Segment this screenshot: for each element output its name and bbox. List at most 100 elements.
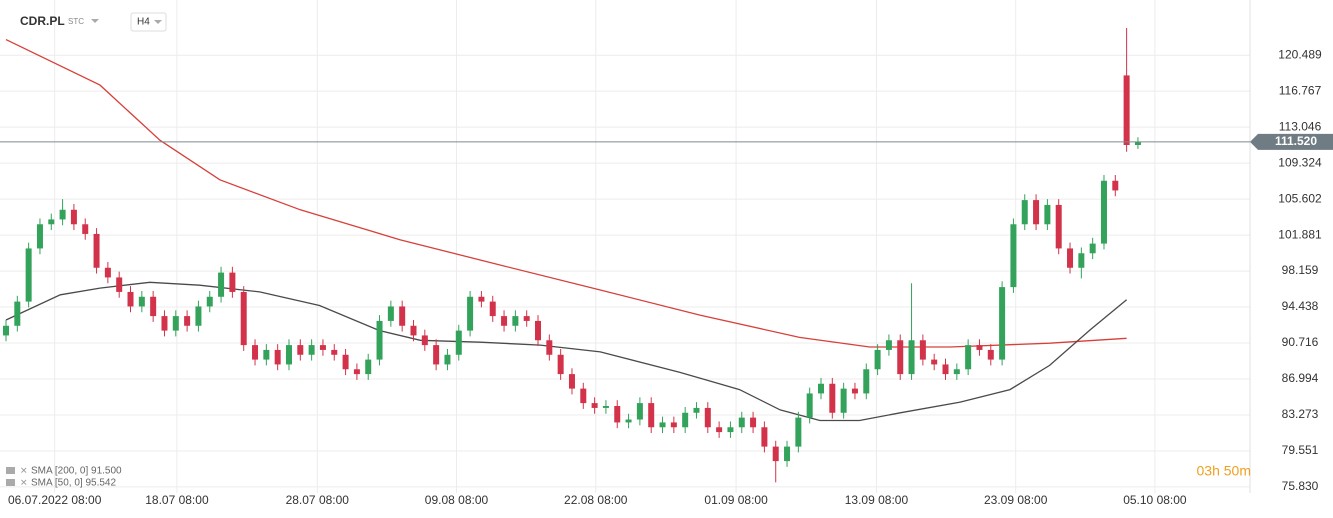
y-tick-label: 75.830 [1282,479,1319,493]
mode[interactable]: STC [68,17,84,26]
legend-entry: SMA [200, 0] 91.500 [31,466,122,477]
candle-body [1078,253,1085,268]
candle-body [670,422,677,428]
candle-body [829,383,836,413]
candle-body [376,320,383,360]
candle-body [546,340,553,355]
y-tick-label: 109.324 [1278,155,1322,169]
candle-body [795,417,802,447]
candle-body [2,325,9,336]
candle-body [1112,180,1119,191]
candle-body [82,224,89,234]
candle-body [14,301,21,326]
candle-body [1134,141,1141,145]
candle-body [195,306,202,326]
candle-body [761,427,768,447]
candle-body [693,407,700,413]
candle-body [421,335,428,346]
candle-body [863,369,870,394]
x-tick-label: 06.07.2022 08:00 [8,493,102,507]
candle-body [319,345,326,350]
dropdown-arrow[interactable] [154,20,162,24]
candle-body [512,316,519,326]
candle-body [999,287,1006,360]
candle-body [704,407,711,428]
candle-body [535,320,542,341]
candle-body [218,272,225,297]
candle-body [1123,75,1130,145]
legend-close: ✕ [20,465,28,475]
x-tick-label: 18.07 08:00 [145,493,209,507]
timer: 03h 50m [1197,463,1251,479]
x-tick-label: 13.09 08:00 [845,493,909,507]
interval[interactable]: H4 [137,17,150,28]
x-tick-label: 01.09 08:00 [704,493,768,507]
candle-body [274,349,281,365]
candle-body [897,340,904,375]
candle-body [365,359,372,375]
candle-body [716,427,723,433]
candle-body [489,301,496,317]
candle-body [727,427,734,433]
symbol[interactable]: CDR.PL [20,14,65,28]
candle-body [682,412,689,428]
legend-icon [6,479,15,486]
candle-body [648,403,655,428]
candle-body [636,403,643,420]
candle-body [1044,204,1051,225]
sma-line [5,39,1127,348]
candle-body [353,369,360,375]
candle-body [919,340,926,360]
candle-body [580,388,587,404]
candle-body [557,354,564,375]
candle-body [976,345,983,350]
candle-body [399,306,406,326]
y-tick-label: 120.489 [1278,47,1322,61]
candle-body [116,277,123,292]
legend-icon [6,467,15,474]
candle-body [614,406,621,423]
candle-body [874,349,881,370]
x-tick-label: 09.08 08:00 [425,493,489,507]
candle-body [331,349,338,355]
candle-body [70,209,77,225]
y-tick-label: 105.602 [1278,191,1322,205]
y-tick-label: 94.438 [1282,299,1319,313]
interval-box[interactable] [130,12,167,32]
candle-body [263,349,270,360]
candle-body [229,272,236,292]
y-tick-label: 83.273 [1282,407,1319,421]
candle-body [1100,180,1107,244]
candle-body [161,316,168,331]
current-price-tag [1250,133,1333,150]
candle-body [784,446,791,462]
candle-body [433,345,440,365]
y-tick-label: 101.881 [1278,227,1322,241]
y-tick-label: 79.551 [1282,443,1319,457]
candle-body [806,393,813,418]
candle-body [738,417,745,428]
candle-body [817,383,824,394]
candle-body [308,345,315,355]
candle-body [840,388,847,413]
candle-body [750,417,757,428]
candle-body [568,374,575,389]
candle-body [297,345,304,355]
candle-body [172,316,179,331]
candle-body [772,446,779,462]
candle-body [36,224,43,249]
x-tick-label: 05.10 08:00 [1123,493,1187,507]
candle-body [342,354,349,370]
candle-body [965,345,972,370]
dropdown-arrow[interactable] [91,19,99,23]
y-tick-label: 116.767 [1279,83,1322,97]
candle-body [387,306,394,321]
x-tick-label: 23.09 08:00 [984,493,1048,507]
y-tick-label: 113.046 [1279,119,1322,133]
candle-body [1033,200,1040,225]
y-tick-label: 98.159 [1282,263,1319,277]
candle-body [1021,200,1028,225]
